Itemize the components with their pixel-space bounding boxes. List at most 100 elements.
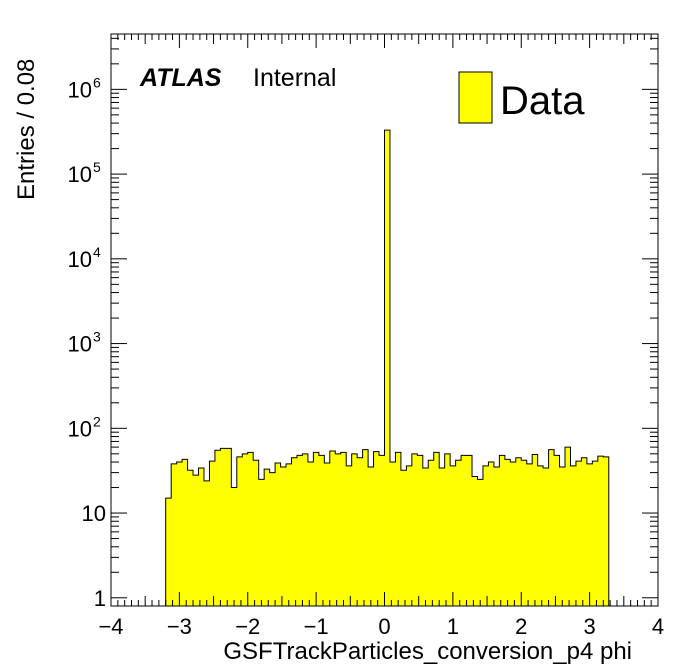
- x-tick-label: 0: [378, 614, 390, 639]
- histogram-bar: [275, 462, 281, 606]
- histogram-bar: [193, 475, 199, 606]
- x-tick-label: −1: [304, 614, 329, 639]
- histogram-bar: [318, 455, 325, 606]
- x-axis-label: GSFTrackParticles_conversion_p4 phi: [223, 638, 632, 665]
- x-tick-label: −4: [98, 614, 123, 639]
- y-axis-label: Entries / 0.08: [13, 59, 40, 200]
- y-tick-label: 10: [68, 162, 92, 187]
- histogram-bar: [422, 468, 429, 606]
- y-tick-label: 10: [68, 247, 92, 272]
- y-tick-label: 10: [68, 332, 92, 357]
- x-tick-label: 3: [584, 614, 596, 639]
- histogram-bar: [187, 470, 194, 606]
- y-tick-exponent: 3: [93, 329, 101, 345]
- histogram-bar: [313, 452, 320, 606]
- histogram-bar: [165, 498, 172, 606]
- histogram-bar: [493, 466, 500, 606]
- histogram-bar: [439, 468, 445, 606]
- histogram-bar: [455, 460, 462, 606]
- histogram-bar: [236, 456, 243, 606]
- histogram-bar: [395, 452, 402, 606]
- histogram-bar: [482, 465, 489, 606]
- y-tick-exponent: 2: [93, 413, 101, 429]
- histogram-bar: [526, 463, 533, 606]
- histogram-bar: [302, 453, 309, 606]
- legend-label: Data: [500, 79, 585, 123]
- histogram-bar: [548, 449, 555, 606]
- histogram-bar: [362, 449, 369, 606]
- histogram-bar: [384, 130, 391, 607]
- histogram-bar: [575, 461, 582, 606]
- y-tick-exponent: 6: [93, 74, 101, 90]
- histogram-bar: [570, 465, 577, 606]
- histogram-bar: [433, 452, 440, 606]
- histogram-bar: [499, 455, 506, 606]
- histogram-bar: [373, 451, 380, 606]
- histogram-outline: [165, 129, 610, 606]
- x-tick-label: 2: [515, 614, 527, 639]
- histogram-bar: [400, 470, 407, 606]
- histogram-bar: [581, 457, 588, 606]
- y-tick-exponent: 4: [93, 244, 101, 260]
- histogram-bar: [428, 460, 435, 606]
- histogram-bar: [368, 466, 374, 606]
- histogram-bar: [379, 455, 385, 606]
- histogram-bar: [209, 461, 216, 606]
- x-tick-label: −3: [167, 614, 192, 639]
- x-tick-label: 1: [447, 614, 459, 639]
- histogram-bar: [242, 453, 249, 606]
- histogram-bar: [357, 457, 363, 606]
- atlas-label: ATLAS: [139, 64, 222, 92]
- histogram-bar: [307, 462, 314, 606]
- histogram-bar: [543, 468, 549, 606]
- histogram-bar: [329, 450, 336, 606]
- y-tick-label: 1: [94, 586, 106, 611]
- histogram-bar: [554, 455, 560, 606]
- y-tick-label: 10: [68, 416, 92, 441]
- histogram-bar: [247, 452, 254, 606]
- histogram-bar: [603, 456, 610, 606]
- histogram-bar: [346, 465, 352, 606]
- histogram-bar: [269, 472, 276, 606]
- histogram-bar: [324, 462, 331, 606]
- histogram-bar: [466, 455, 473, 606]
- histogram-bar: [220, 448, 227, 606]
- histogram-bar: [198, 468, 205, 606]
- histogram-bar: [214, 450, 221, 606]
- histogram-bar: [296, 455, 303, 606]
- x-tick-label: 4: [652, 614, 664, 639]
- histogram-bar: [225, 448, 232, 606]
- legend-swatch: [458, 71, 493, 124]
- histogram-bar: [291, 457, 298, 606]
- histogram-bar: [444, 453, 451, 606]
- histogram-bar: [182, 459, 188, 606]
- histogram-bar: [510, 462, 517, 606]
- histogram-bar: [340, 452, 347, 606]
- histogram-bar: [461, 455, 467, 606]
- histogram-bar: [411, 453, 418, 606]
- histogram-bar: [515, 457, 522, 606]
- histogram-bar: [586, 463, 593, 606]
- histogram-bar: [253, 460, 259, 606]
- y-tick-label: 10: [82, 501, 106, 526]
- histogram-bar: [597, 456, 604, 606]
- x-axis-ticks: −4 −3 −2 −1 0 1 2 3 4: [98, 34, 664, 639]
- histogram-bar: [532, 454, 538, 606]
- histogram-bar: [280, 466, 287, 606]
- histogram-bar: [472, 476, 478, 606]
- histogram-bar: [488, 462, 495, 606]
- histogram-bar: [406, 465, 413, 606]
- histogram-bar: [389, 462, 396, 606]
- histogram-bars: [165, 129, 610, 607]
- histogram-bar: [521, 460, 528, 606]
- histogram-bar: [258, 479, 265, 606]
- histogram-bar: [264, 469, 270, 606]
- histogram-bar: [231, 487, 238, 606]
- histogram-bar: [592, 461, 599, 606]
- histogram-bar: [203, 480, 210, 606]
- y-tick-exponent: 5: [93, 159, 101, 175]
- x-tick-label: −2: [235, 614, 260, 639]
- histogram-bar: [171, 463, 177, 606]
